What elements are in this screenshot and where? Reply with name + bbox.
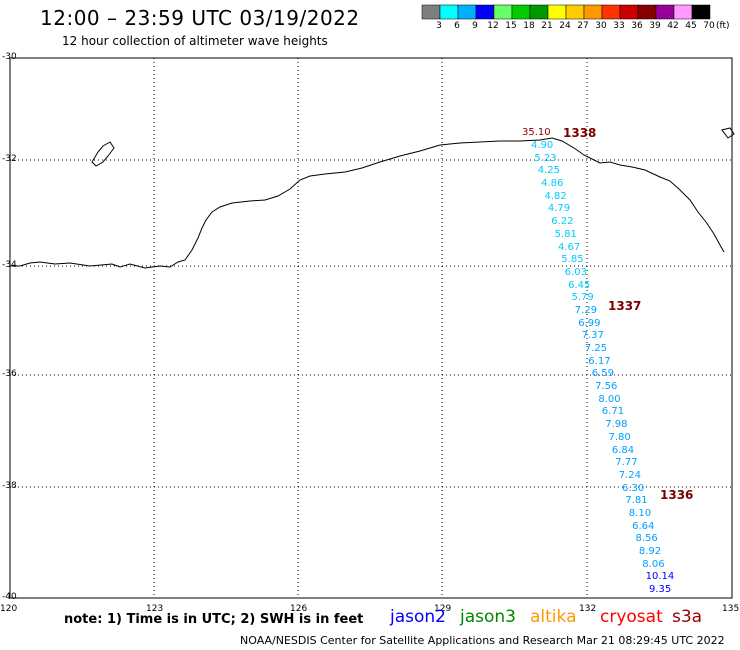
wave-height-label: 7.80 bbox=[608, 431, 631, 443]
footnote: note: 1) Time is in UTC; 2) SWH is in fe… bbox=[64, 612, 364, 627]
wave-height-label: 4.79 bbox=[547, 203, 571, 215]
wave-height-label: 5.23 bbox=[534, 152, 557, 164]
latitude-label: -36 bbox=[2, 369, 17, 379]
wave-height-label: 7.29 bbox=[574, 304, 598, 316]
wave-height-label: 6.03 bbox=[564, 266, 587, 278]
wave-height-label: 6.45 bbox=[568, 279, 591, 291]
wave-height-label: 7.98 bbox=[605, 419, 628, 431]
wave-height-label: 10.14 bbox=[645, 571, 675, 583]
longitude-label: 129 bbox=[434, 604, 452, 614]
page-title: 12:00 – 23:59 UTC 03/19/2022 bbox=[40, 6, 360, 30]
colorbar-label: 9 bbox=[472, 21, 478, 31]
wave-height-label: 7.25 bbox=[584, 343, 608, 354]
colorbar-label: 6 bbox=[454, 21, 460, 31]
map-frame bbox=[9, 57, 733, 599]
wave-height-label: 6.84 bbox=[611, 444, 635, 456]
colorbar-label: 12 bbox=[487, 21, 499, 31]
colorbar-label: 39 bbox=[649, 21, 661, 31]
island-coastline-east bbox=[721, 127, 735, 139]
colorbar-label: 3 bbox=[436, 21, 442, 31]
wave-height-label: 5.79 bbox=[571, 292, 594, 304]
colorbar-label: 18 bbox=[523, 21, 535, 31]
wave-height-label: 8.00 bbox=[598, 393, 621, 405]
latitude-label: -38 bbox=[2, 481, 17, 491]
wave-height-label: 7.37 bbox=[581, 330, 604, 342]
wave-height-label: 4.67 bbox=[558, 241, 581, 253]
latitude-label: -40 bbox=[2, 592, 17, 602]
wave-height-label: 6.71 bbox=[601, 406, 625, 418]
latitude-label: -32 bbox=[2, 154, 17, 164]
graticule bbox=[10, 58, 732, 598]
coastline bbox=[10, 137, 725, 269]
wave-height-label: 6.22 bbox=[551, 216, 574, 228]
wave-height-label: 9.35 bbox=[649, 584, 672, 595]
wave-height-label: 7.56 bbox=[595, 381, 618, 392]
wave-height-label: 6.99 bbox=[578, 317, 601, 329]
time-label-1338: 1338 bbox=[563, 126, 597, 140]
wave-height-label: 6.30 bbox=[622, 482, 645, 494]
wave-height-label: 6.59 bbox=[591, 368, 614, 380]
wave-height-label: 8.10 bbox=[628, 507, 652, 519]
wave-height-label: 35.10 bbox=[522, 127, 551, 138]
longitude-label: 126 bbox=[290, 604, 308, 614]
colorbar-label: 21 bbox=[541, 21, 553, 31]
colorbar-swatch bbox=[691, 4, 711, 20]
credit-line: NOAA/NESDIS Center for Satellite Applica… bbox=[240, 634, 725, 647]
longitude-label: 135 bbox=[722, 604, 740, 614]
island-coastline bbox=[91, 141, 115, 167]
colorbar-label: 36 bbox=[631, 21, 643, 31]
wave-height-label: 8.06 bbox=[642, 558, 665, 570]
legend-jason3: jason3 bbox=[460, 607, 516, 627]
colorbar-label: 42 bbox=[667, 21, 679, 31]
colorbar-label: 45 bbox=[685, 21, 697, 31]
wave-height-label: 5.85 bbox=[561, 254, 584, 266]
colorbar-label: 70 bbox=[703, 21, 715, 31]
legend-altika: altika bbox=[530, 607, 577, 627]
wave-height-label: 8.56 bbox=[635, 533, 658, 545]
time-label-1337: 1337 bbox=[608, 299, 642, 313]
longitude-label: 132 bbox=[579, 604, 597, 614]
wave-height-label: 7.24 bbox=[618, 469, 641, 481]
page-subtitle: 12 hour collection of altimeter wave hei… bbox=[62, 34, 328, 48]
legend-s3a: s3a bbox=[672, 607, 703, 627]
wave-height-label: 4.82 bbox=[544, 190, 567, 202]
time-label-1336: 1336 bbox=[660, 488, 694, 502]
longitude-label: 120 bbox=[0, 604, 18, 614]
colorbar-label: 33 bbox=[613, 21, 625, 31]
colorbar-label: 24 bbox=[559, 21, 571, 31]
colorbar-label: 15 bbox=[505, 21, 517, 31]
colorbar-label: 30 bbox=[595, 21, 607, 31]
colorbar-label: 27 bbox=[577, 21, 589, 31]
wave-height-label: 6.17 bbox=[588, 355, 611, 367]
longitude-label: 123 bbox=[146, 604, 164, 614]
wave-height-label: 7.77 bbox=[615, 457, 638, 469]
wave-height-label: 7.81 bbox=[625, 495, 648, 507]
legend-cryosat: cryosat bbox=[600, 607, 663, 627]
wave-height-label: 5.81 bbox=[554, 228, 577, 240]
wave-height-label: 6.64 bbox=[632, 520, 655, 532]
latitude-label: -30 bbox=[2, 52, 17, 62]
colorbar-unit: (ft) bbox=[716, 21, 730, 31]
wave-height-label: 4.90 bbox=[531, 140, 554, 151]
latitude-label: -34 bbox=[2, 260, 17, 270]
wave-height-label: 4.25 bbox=[537, 165, 560, 177]
wave-height-label: 8.92 bbox=[638, 545, 662, 557]
wave-height-label: 4.86 bbox=[541, 178, 564, 190]
legend-jason2: jason2 bbox=[390, 607, 446, 627]
